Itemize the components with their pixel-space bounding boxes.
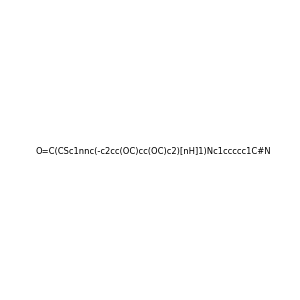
Text: O=C(CSc1nnc(-c2cc(OC)cc(OC)c2)[nH]1)Nc1ccccc1C#N: O=C(CSc1nnc(-c2cc(OC)cc(OC)c2)[nH]1)Nc1c… xyxy=(36,147,272,156)
